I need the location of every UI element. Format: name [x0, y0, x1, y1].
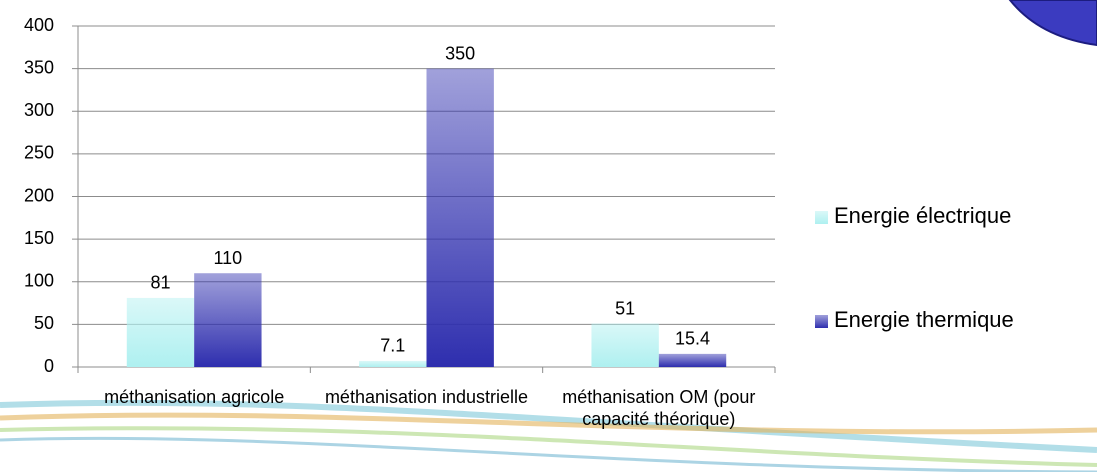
y-tick-label: 400	[24, 15, 54, 35]
bar	[194, 273, 262, 367]
bar	[359, 360, 427, 367]
data-label: 15.4	[675, 329, 710, 349]
data-label: 81	[150, 273, 170, 293]
y-tick-label: 300	[24, 100, 54, 120]
y-tick-label: 150	[24, 228, 54, 248]
x-tick-label: méthanisation OM (pour capacité théoriqu…	[562, 387, 756, 429]
legend-label: Energie électrique	[834, 203, 1012, 228]
bar	[126, 297, 195, 367]
y-tick-label: 0	[44, 356, 54, 376]
legend-label: Energie thermique	[834, 307, 1014, 332]
y-tick-label: 50	[34, 313, 54, 333]
bar	[591, 323, 659, 367]
legend-swatch	[815, 315, 828, 328]
bar	[426, 68, 494, 367]
x-tick-label: méthanisation industrielle	[324, 387, 529, 407]
legend-swatch	[815, 211, 828, 224]
y-tick-label: 250	[24, 143, 54, 163]
data-label: 110	[214, 248, 243, 268]
y-tick-label: 100	[24, 271, 54, 291]
bar	[658, 353, 727, 367]
y-tick-label: 200	[24, 185, 54, 205]
data-label: 7.1	[380, 336, 405, 356]
y-tick-label: 350	[24, 57, 54, 77]
data-label: 350	[445, 43, 475, 63]
x-tick-label: méthanisation agricole	[104, 387, 285, 407]
data-label: 51	[615, 298, 635, 318]
